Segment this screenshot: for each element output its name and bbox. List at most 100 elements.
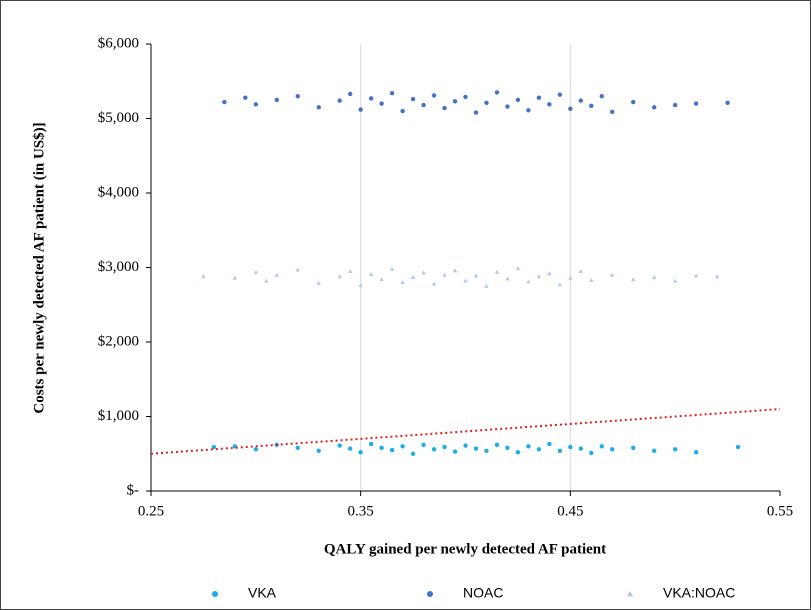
point [599, 93, 604, 99]
legend-marker [427, 591, 433, 597]
x-tick-label: 0.55 [767, 503, 793, 519]
point [442, 105, 447, 111]
point [599, 444, 604, 449]
x-tick-label: 0.35 [348, 503, 374, 519]
point [484, 283, 489, 288]
point [358, 450, 363, 455]
point [515, 450, 521, 455]
point [379, 445, 384, 450]
point [400, 108, 405, 114]
point [368, 272, 374, 276]
point [253, 102, 259, 107]
point [735, 444, 741, 450]
x-tick-label: 0.45 [557, 503, 583, 519]
point [431, 281, 437, 286]
point [410, 451, 416, 456]
point [631, 445, 636, 450]
point [652, 105, 657, 110]
y-tick-label: $1,000 [98, 408, 139, 424]
y-tick-label: $3,000 [98, 259, 139, 275]
point [358, 283, 363, 288]
x-axis-title: QALY gained per newly detected AF patien… [324, 541, 606, 557]
point [526, 444, 531, 449]
point [452, 449, 458, 454]
point [222, 99, 227, 105]
threshold-line [150, 408, 781, 455]
y-tick-label: $4,000 [98, 184, 139, 200]
point [547, 441, 552, 447]
point [494, 90, 500, 95]
point [421, 102, 426, 108]
point [557, 448, 563, 453]
point [494, 269, 500, 274]
point [389, 266, 395, 271]
point [463, 94, 468, 100]
point [379, 277, 384, 282]
point [442, 444, 447, 450]
point [536, 95, 542, 100]
point [347, 91, 353, 97]
point [578, 446, 584, 451]
point [201, 274, 206, 279]
y-tick-label: $- [127, 482, 140, 498]
point [473, 273, 479, 278]
point [568, 275, 573, 280]
point [505, 445, 510, 450]
y-tick-label: $6,000 [98, 35, 139, 51]
point [672, 447, 678, 452]
point [347, 446, 353, 451]
point [536, 447, 542, 452]
point [452, 99, 458, 104]
point [316, 448, 321, 453]
point [536, 274, 542, 279]
point [400, 280, 405, 285]
point [484, 100, 489, 106]
legend-marker [627, 591, 633, 597]
point [557, 282, 563, 287]
point [431, 93, 437, 98]
point [505, 276, 510, 281]
point [610, 272, 615, 277]
point [557, 92, 563, 97]
point [547, 271, 552, 276]
point [631, 99, 636, 105]
point [295, 93, 300, 99]
point [400, 444, 405, 449]
point [693, 101, 699, 106]
x-tick-label: 0.25 [138, 503, 164, 519]
point [473, 110, 479, 115]
point [568, 106, 573, 112]
point [274, 272, 279, 277]
point [578, 98, 584, 103]
legend-marker [212, 591, 218, 597]
point [243, 95, 248, 100]
point [484, 448, 489, 453]
point [494, 442, 500, 448]
point [368, 96, 374, 101]
point [264, 278, 269, 283]
legend-label: VKA [248, 585, 277, 601]
point [389, 90, 395, 96]
point [547, 102, 552, 107]
point [232, 275, 238, 280]
legend-label: NOAC [463, 585, 503, 601]
point [515, 97, 521, 103]
point [672, 102, 678, 108]
point [693, 273, 699, 278]
point [693, 450, 699, 455]
point [316, 280, 321, 285]
point [410, 96, 416, 102]
point [295, 267, 300, 272]
point [337, 98, 342, 103]
point [368, 441, 374, 447]
point [463, 278, 468, 283]
point [431, 447, 437, 452]
y-tick-label: $2,000 [98, 333, 139, 349]
point [526, 108, 531, 113]
point [672, 278, 678, 283]
point [347, 269, 353, 273]
point [610, 447, 615, 452]
y-axis-title: Costs per newly detected AF patient (in … [31, 122, 47, 413]
